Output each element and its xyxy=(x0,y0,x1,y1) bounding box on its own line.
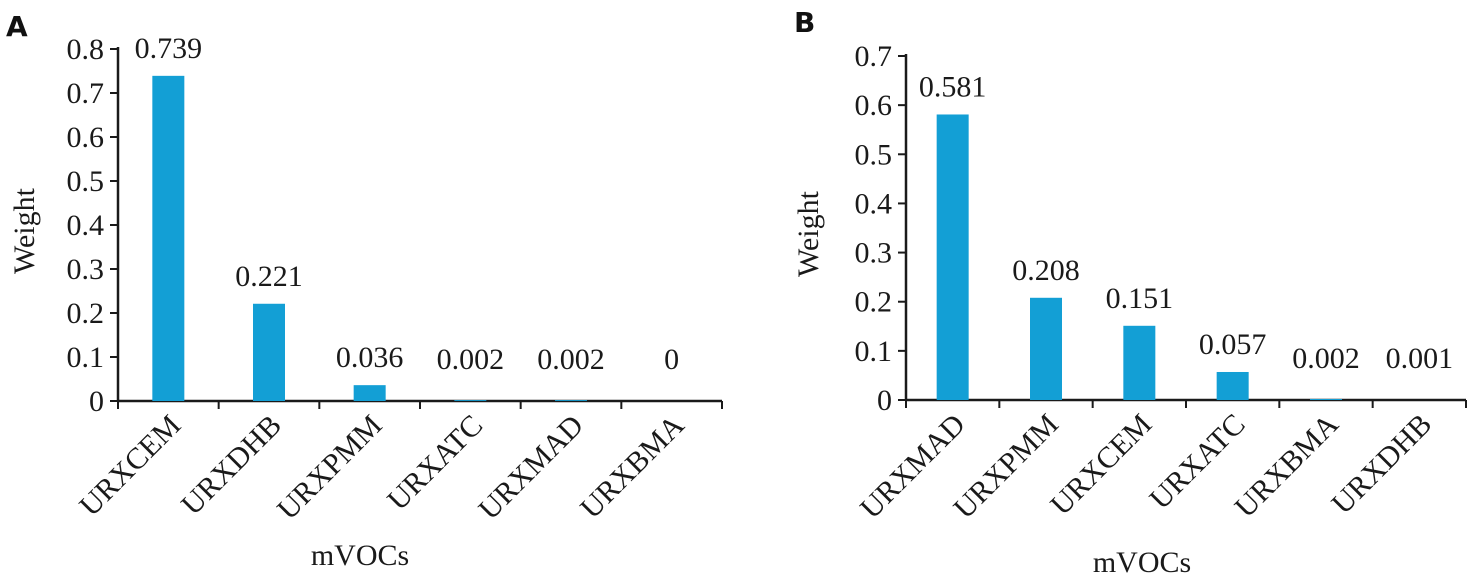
data-label: 0.151 xyxy=(1106,282,1174,315)
data-label: 0.208 xyxy=(1012,254,1080,287)
data-label: 0.581 xyxy=(919,70,987,103)
panel-b: B00.10.20.30.40.50.60.70.581URXMAD0.208U… xyxy=(792,6,1467,577)
data-label: 0.002 xyxy=(537,343,605,376)
bar xyxy=(253,303,285,401)
y-tick-label: 0.4 xyxy=(67,209,105,242)
bar xyxy=(1123,325,1156,400)
data-label: 0.057 xyxy=(1199,328,1267,361)
y-axis-title: Weight xyxy=(792,190,825,277)
y-tick-label: 0.7 xyxy=(67,77,105,110)
y-tick-label: 0.3 xyxy=(855,237,893,270)
y-axis-title: Weight xyxy=(8,187,41,274)
x-axis-title: mVOCs xyxy=(311,539,409,572)
y-tick-label: 0.3 xyxy=(67,253,105,286)
panel-a: A 0 0.1 0.2 0.3 0.4 0.5 0.6 0.7 0.8 0.739 URXCEM 0.2… xyxy=(6,10,723,572)
y-tick-label: 0.5 xyxy=(67,165,105,198)
bar xyxy=(1310,399,1342,400)
data-label: 0.221 xyxy=(235,260,303,293)
y-tick-label: 0.5 xyxy=(855,138,893,171)
bar xyxy=(1030,297,1062,400)
y-tick-label: 0.8 xyxy=(67,33,105,66)
x-tick-label: URXCEM xyxy=(1044,408,1158,522)
panel-label: B xyxy=(794,6,815,39)
y-tick-label: 0.7 xyxy=(855,40,893,73)
data-label: 0 xyxy=(664,343,679,376)
data-label: 0.002 xyxy=(437,343,505,376)
panel-label: A xyxy=(6,10,28,43)
y-tick-label: 0.1 xyxy=(855,335,893,368)
data-label: 0.002 xyxy=(1292,342,1360,375)
y-tick-label: 0 xyxy=(89,385,104,418)
y-tick-label: 0.6 xyxy=(67,121,105,154)
x-tick-label: URXCEM xyxy=(73,409,187,523)
x-tick-label: URXDHB xyxy=(175,409,288,522)
y-tick-label: 0.1 xyxy=(67,341,105,374)
bar xyxy=(555,400,587,401)
x-axis-title: mVOCs xyxy=(1093,546,1191,577)
data-label: 0.001 xyxy=(1386,342,1454,375)
x-tick-label: URXBMA xyxy=(574,408,691,525)
y-tick-label: 0.2 xyxy=(67,297,105,330)
bar xyxy=(152,75,185,401)
bar xyxy=(454,400,487,401)
y-tick-label: 0.4 xyxy=(855,187,893,220)
bar xyxy=(936,114,969,400)
bar xyxy=(1216,371,1249,400)
bar xyxy=(353,385,386,401)
y-tick-label: 0.6 xyxy=(855,89,893,122)
y-tick-label: 0.2 xyxy=(855,286,893,319)
x-tick-label: URXMAD xyxy=(472,409,590,527)
x-tick-label: URXBMA xyxy=(1228,407,1345,524)
x-tick-label: URXPMM xyxy=(271,409,389,527)
y-tick-label: 0 xyxy=(877,384,892,417)
x-tick-label: URXATC xyxy=(381,409,489,517)
data-label: 0.739 xyxy=(135,32,203,65)
x-tick-label: URXDHB xyxy=(1325,408,1438,521)
data-label: 0.036 xyxy=(336,341,404,374)
